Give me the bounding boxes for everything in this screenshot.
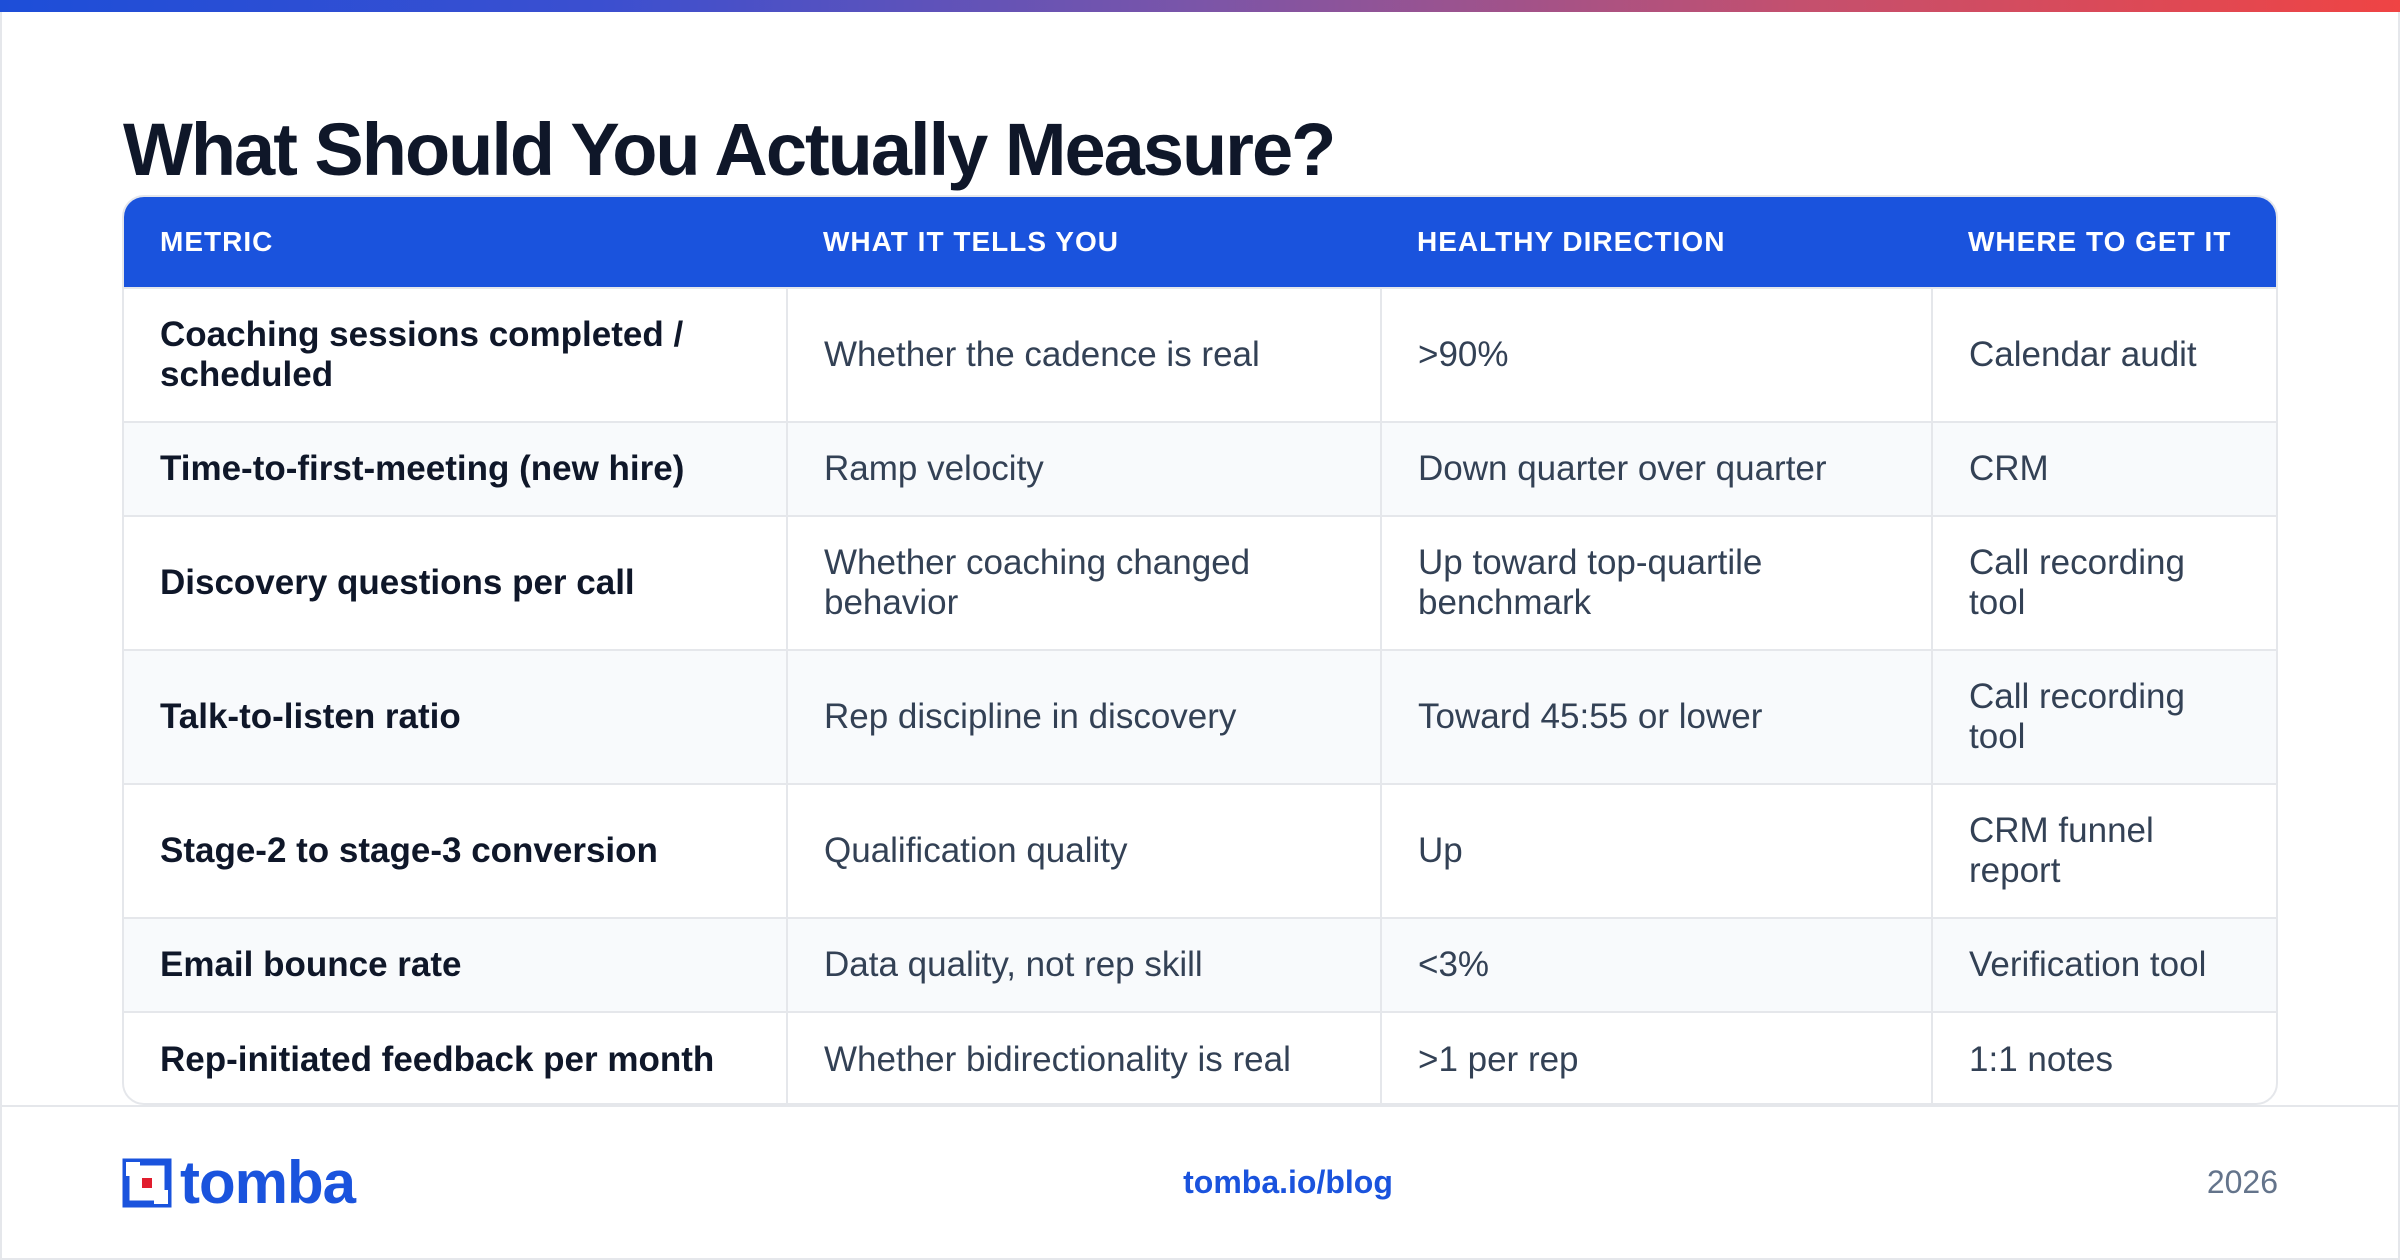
table-row: Talk-to-listen ratio Rep discipline in d… — [124, 649, 2276, 784]
column-header-where-to-get-it: WHERE TO GET IT — [1968, 226, 2232, 257]
cell-healthy-direction: >90% — [1380, 287, 1932, 422]
cell-metric: Coaching sessions completed / scheduled — [124, 287, 787, 422]
cell-where-to-get-it: 1:1 notes — [1931, 1011, 2276, 1103]
top-gradient-bar — [0, 0, 2400, 12]
cell-what-it-tells-you: Whether coaching changed behavior — [786, 515, 1381, 650]
cell-metric: Time-to-first-meeting (new hire) — [124, 421, 787, 516]
table-header: METRIC WHAT IT TELLS YOU HEALTHY DIRECTI… — [124, 197, 2276, 288]
cell-metric: Discovery questions per call — [124, 515, 787, 650]
cell-what-it-tells-you: Whether bidirectionality is real — [786, 1011, 1381, 1103]
logo-wordmark: tomba — [180, 1149, 356, 1216]
cell-where-to-get-it: Call recording tool — [1931, 515, 2276, 650]
cell-healthy-direction: <3% — [1380, 917, 1932, 1012]
cell-healthy-direction: Toward 45:55 or lower — [1380, 649, 1932, 784]
cell-healthy-direction: Up — [1380, 783, 1932, 918]
table-header-row: METRIC WHAT IT TELLS YOU HEALTHY DIRECTI… — [124, 197, 2276, 288]
column-header-healthy-direction: HEALTHY DIRECTION — [1417, 226, 1726, 257]
table: METRIC WHAT IT TELLS YOU HEALTHY DIRECTI… — [124, 197, 2276, 1103]
cell-where-to-get-it: Call recording tool — [1931, 649, 2276, 784]
table-row: Rep-initiated feedback per month Whether… — [124, 1011, 2276, 1103]
table-row: Time-to-first-meeting (new hire) Ramp ve… — [124, 421, 2276, 516]
cell-what-it-tells-you: Whether the cadence is real — [786, 287, 1381, 422]
cell-metric: Talk-to-listen ratio — [124, 649, 787, 784]
cell-where-to-get-it: Calendar audit — [1931, 287, 2276, 422]
table-row: Discovery questions per call Whether coa… — [124, 515, 2276, 650]
table-row: Stage-2 to stage-3 conversion Qualificat… — [124, 783, 2276, 918]
column-header-what-it-tells-you: WHAT IT TELLS YOU — [823, 226, 1119, 257]
cell-what-it-tells-you: Ramp velocity — [786, 421, 1381, 516]
table-body: Coaching sessions completed / scheduled … — [124, 287, 2276, 1103]
footer-year: 2026 — [2206, 1164, 2278, 1200]
table-row: Email bounce rate Data quality, not rep … — [124, 917, 2276, 1012]
blog-link[interactable]: tomba.io/blog — [1183, 1164, 1393, 1200]
cell-what-it-tells-you: Data quality, not rep skill — [786, 917, 1381, 1012]
cell-metric: Email bounce rate — [124, 917, 787, 1012]
cell-healthy-direction: Down quarter over quarter — [1380, 421, 1932, 516]
footer-link-wrap: tomba.io/blog — [0, 1164, 2400, 1201]
tomba-logo[interactable]: tomba — [122, 1149, 356, 1216]
cell-healthy-direction: >1 per rep — [1380, 1011, 1932, 1103]
cell-metric: Rep-initiated feedback per month — [124, 1011, 787, 1103]
cell-metric: Stage-2 to stage-3 conversion — [124, 783, 787, 918]
column-header-metric: METRIC — [160, 226, 274, 257]
cell-where-to-get-it: CRM — [1931, 421, 2276, 516]
cell-what-it-tells-you: Qualification quality — [786, 783, 1381, 918]
cell-what-it-tells-you: Rep discipline in discovery — [786, 649, 1381, 784]
page-title: What Should You Actually Measure? — [123, 108, 1336, 191]
metrics-table: METRIC WHAT IT TELLS YOU HEALTHY DIRECTI… — [122, 195, 2278, 1105]
cell-where-to-get-it: Verification tool — [1931, 917, 2276, 1012]
cell-where-to-get-it: CRM funnel report — [1931, 783, 2276, 918]
footer-divider — [0, 1105, 2400, 1107]
tomba-logo-icon — [122, 1158, 172, 1208]
table-row: Coaching sessions completed / scheduled … — [124, 287, 2276, 422]
cell-healthy-direction: Up toward top-quartile benchmark — [1380, 515, 1932, 650]
